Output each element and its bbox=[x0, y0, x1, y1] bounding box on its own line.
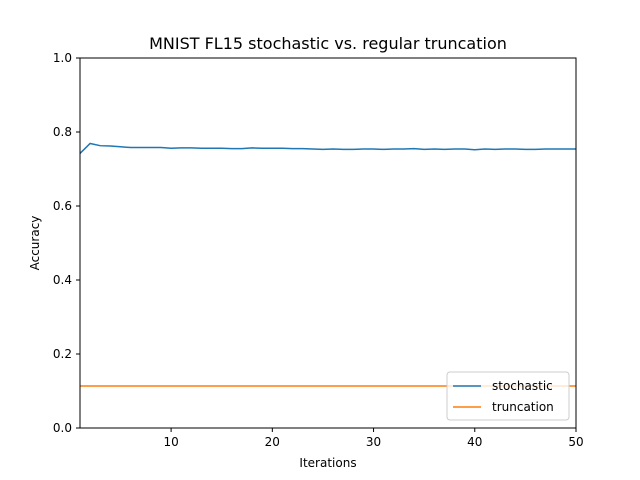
legend-label-truncation: truncation bbox=[492, 400, 554, 414]
legend-box bbox=[446, 371, 570, 421]
x-tick-label: 10 bbox=[163, 435, 178, 449]
x-axis-label: Iterations bbox=[299, 456, 356, 470]
series-line-stochastic bbox=[79, 142, 576, 154]
y-tick-label: 0.8 bbox=[53, 125, 72, 139]
y-axis-ticks: 0.0 0.2 0.4 0.6 0.8 1.0 bbox=[53, 51, 80, 435]
y-tick-label: 0.0 bbox=[53, 421, 72, 435]
legend: stochastic truncation bbox=[446, 371, 570, 421]
y-tick-label: 1.0 bbox=[53, 51, 72, 65]
y-tick-label: 0.2 bbox=[53, 347, 72, 361]
x-axis-ticks: 10 20 30 40 50 bbox=[163, 428, 584, 449]
legend-label-stochastic: stochastic bbox=[492, 379, 553, 393]
x-tick-label: 30 bbox=[366, 435, 381, 449]
y-axis-label: Accuracy bbox=[28, 216, 42, 271]
y-tick-label: 0.6 bbox=[53, 199, 72, 213]
y-tick-label: 0.4 bbox=[53, 273, 72, 287]
x-tick-label: 40 bbox=[467, 435, 482, 449]
plot-frame bbox=[79, 57, 577, 429]
chart-title: MNIST FL15 stochastic vs. regular trunca… bbox=[149, 34, 507, 53]
x-tick-label: 20 bbox=[265, 435, 280, 449]
x-tick-label: 50 bbox=[568, 435, 583, 449]
